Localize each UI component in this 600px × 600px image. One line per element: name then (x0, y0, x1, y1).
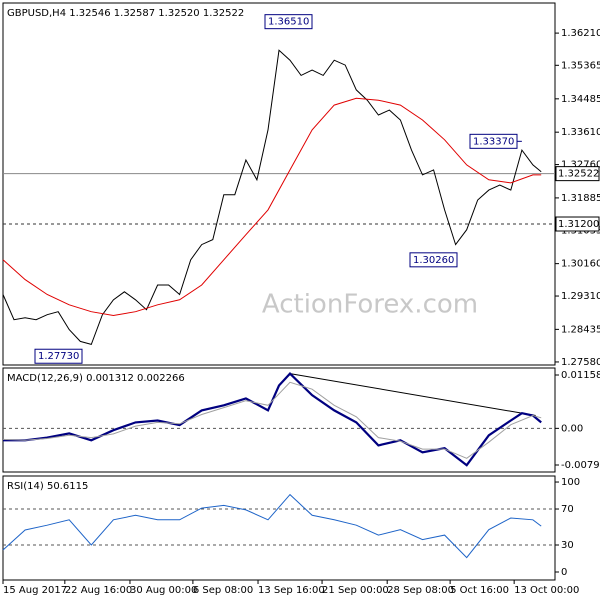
series-line (2, 97, 542, 317)
panel-frame (2, 367, 556, 473)
level-label: 1.32522 (558, 169, 599, 180)
y-tick-label: 30 (561, 540, 574, 551)
x-tick-label: 22 Aug 16:00 (65, 585, 132, 596)
y-tick-label: 1.28435 (561, 324, 600, 335)
panel-title: MACD(12,26,9) 0.001312 0.002266 (7, 373, 185, 384)
annotation-label: 1.36510 (268, 17, 309, 28)
x-tick-label: 13 Sep 16:00 (258, 585, 325, 596)
y-tick-label: 1.27580 (561, 357, 600, 368)
series-line (2, 381, 542, 459)
annotation-label: 1.33370 (473, 136, 514, 147)
panel-title: RSI(14) 50.6115 (7, 481, 88, 492)
series-line (2, 493, 542, 559)
x-tick-label: 30 Aug 00:00 (130, 585, 197, 596)
annotation-box (469, 133, 518, 149)
series-line (2, 49, 542, 346)
y-tick-label: 70 (561, 504, 574, 515)
y-tick-label: 1.32760 (561, 160, 600, 171)
y-tick-label: 1.34485 (561, 94, 600, 105)
annotation-box (409, 252, 458, 268)
x-tick-label: 6 Sep 08:00 (193, 585, 253, 596)
y-tick-label: 0.00 (561, 423, 583, 434)
y-tick-label: 1.36210 (561, 28, 600, 39)
annotation-label: 1.30260 (413, 255, 454, 266)
level-label: 1.31200 (558, 219, 599, 230)
y-tick-label: 1.30160 (561, 259, 600, 270)
level-box (555, 166, 600, 182)
panel-title: GBPUSD,H4 1.32546 1.32587 1.32520 1.3252… (7, 8, 244, 19)
y-tick-label: 0.011588 (561, 370, 600, 381)
y-tick-label: 100 (561, 477, 580, 488)
series-line (3, 372, 542, 467)
x-tick-label: 21 Sep 00:00 (322, 585, 389, 596)
y-tick-label: 0 (561, 567, 567, 578)
x-tick-label: 15 Aug 2017 (3, 585, 67, 596)
annotation-label: 1.27730 (38, 351, 79, 362)
trendline (289, 373, 536, 416)
annotation-box (34, 348, 83, 364)
level-box (555, 216, 600, 232)
y-tick-label: 1.31885 (561, 193, 600, 204)
y-tick-label: 1.35365 (561, 60, 600, 71)
x-tick-label: 13 Oct 00:00 (514, 585, 579, 596)
x-tick-label: 5 Oct 16:00 (450, 585, 509, 596)
annotation-box (264, 14, 313, 30)
y-tick-label: 1.33610 (561, 127, 600, 138)
panel-frame (2, 475, 556, 581)
x-tick-label: 28 Sep 08:00 (387, 585, 454, 596)
y-tick-label: -0.007961 (561, 460, 600, 471)
y-tick-label: 1.29310 (561, 291, 600, 302)
watermark: ActionForex.com (262, 290, 478, 320)
panel-frame (2, 2, 556, 366)
